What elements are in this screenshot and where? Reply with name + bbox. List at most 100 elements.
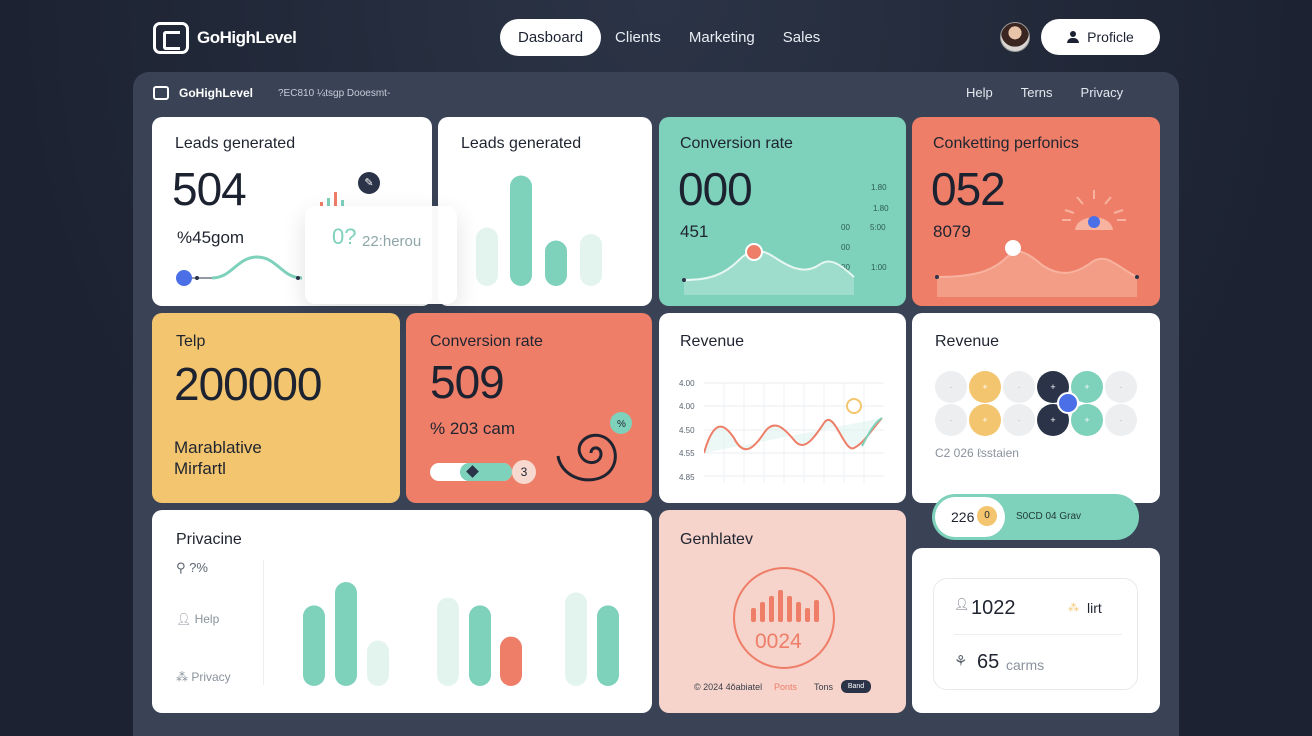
subbar-text: ?EC810 ¼tsgp Dooesmt-: [278, 88, 391, 99]
nav-dashboard[interactable]: Dasboard: [500, 19, 602, 56]
subbar-brand[interactable]: GoHighLevel: [153, 86, 253, 100]
revenue-grid-card[interactable]: Revenue · + · + + · · + · + + · C2 026 ℓ…: [912, 313, 1160, 503]
tick: 5:00: [870, 223, 886, 232]
subnav-terms[interactable]: Terns: [1020, 85, 1053, 100]
stat-value-2: 65: [977, 651, 1000, 673]
gauge-footer-mid2: Tons: [814, 682, 834, 692]
stat-label-1: lirt: [1087, 600, 1102, 616]
nav-sales[interactable]: Sales: [782, 29, 821, 46]
pill-badge: 0: [977, 506, 997, 526]
svg-text:+: +: [1084, 382, 1089, 392]
privacy-bar-chart: [303, 582, 619, 686]
pill-left-value: 226: [951, 509, 975, 525]
privacy-item-help[interactable]: 👤︎ Help: [176, 612, 219, 626]
bar: [510, 175, 532, 286]
gauge-footer-button[interactable]: Band: [841, 680, 871, 693]
divider: [263, 560, 264, 685]
bar: [437, 597, 459, 686]
spark-icon: ⁂: [1068, 602, 1079, 614]
leads-sparkline: [176, 255, 303, 286]
svg-text:·: ·: [1018, 382, 1021, 392]
revenue-card[interactable]: Revenue 4.00 4.00 4.50 4.55 4.85: [659, 313, 906, 503]
subnav-privacy[interactable]: Privacy: [1080, 85, 1124, 100]
stat-value-1: 1022: [971, 597, 1016, 619]
brand-logo[interactable]: GoHighLevel: [153, 22, 297, 54]
slider-track[interactable]: [430, 463, 512, 481]
floating-popup[interactable]: 0? 22:herou: [305, 206, 457, 304]
privacy-item[interactable]: ⚲ ?%: [176, 560, 208, 576]
tick: 4.50: [679, 426, 695, 435]
edit-icon[interactable]: ✎: [358, 172, 380, 194]
leads-bar-chart: [476, 175, 602, 286]
tick: 4.85: [679, 473, 695, 482]
marketing-area-chart: [935, 240, 1139, 297]
revenue-caption: C2 026 ℓsstaien: [935, 446, 1019, 460]
svg-text:·: ·: [950, 382, 953, 392]
gauge-footer-mid: Ponts: [774, 682, 798, 692]
card-title: Genhlatev: [680, 531, 753, 548]
tick: 00: [841, 263, 850, 272]
privacy-item-privacy[interactable]: ⁂ Privacy: [176, 670, 231, 684]
tick: 00: [841, 223, 850, 232]
privacy-item-label: Privacy: [191, 670, 231, 684]
marketing-value: 052: [931, 163, 1006, 215]
svg-text:+: +: [1050, 382, 1055, 392]
svg-text:·: ·: [1120, 382, 1123, 392]
privacy-card[interactable]: Privacine ⚲ ?% 👤︎ Help ⁂ Privacy: [152, 510, 652, 713]
profile-button[interactable]: Proficle: [1041, 19, 1160, 55]
conversion-card[interactable]: Conversion rate 000 451 1.80 1.80 00 00 …: [659, 117, 906, 306]
bar: [597, 605, 619, 686]
privacy-item-label: ?%: [189, 560, 208, 575]
bar: [367, 640, 389, 686]
sun-icon: [1062, 190, 1126, 230]
svg-text:%: %: [617, 419, 626, 430]
marketing-card[interactable]: Conketting perfonics 052 8079: [912, 117, 1160, 306]
help-line-2: Mirfartl: [174, 459, 226, 478]
gauge-footer-left: © 2024 4ŏabiatel: [694, 682, 763, 692]
summary-pill[interactable]: 226 0 S0CD 04 Grav: [932, 494, 1139, 540]
bar: [476, 227, 498, 286]
tick: 4.55: [679, 449, 695, 458]
popup-text: 22:herou: [362, 233, 422, 250]
conversion-area-chart: [682, 243, 855, 295]
user-icon: 👤︎: [176, 612, 192, 626]
bar: [303, 605, 325, 686]
leads-value: 504: [172, 163, 247, 215]
card-title: Conketting perfonics: [933, 135, 1079, 152]
stats-card[interactable]: 👤︎ 1022 ⁂ lirt ⚘ 65 carms: [912, 548, 1160, 713]
badge-icon: ⚘: [954, 653, 968, 670]
subnav-help[interactable]: Help: [966, 85, 993, 100]
tick: 1.80: [873, 204, 889, 213]
avatar[interactable]: [1000, 22, 1030, 52]
conversion-value-2: 509: [430, 356, 505, 408]
gauge-card[interactable]: Genhlatev 0024 © 2024 4ŏabiatel Ponts T…: [659, 510, 906, 713]
svg-text:+: +: [982, 415, 987, 425]
bar: [469, 605, 491, 686]
help-value: 200000: [174, 358, 322, 410]
conversion-card-2[interactable]: Conversion rate 509 % 203 cam 3 %: [406, 313, 652, 503]
card-title: Conversion rate: [430, 333, 543, 350]
bar: [580, 234, 602, 286]
leads-card-2[interactable]: Leads generated: [438, 117, 652, 306]
stat-label-2: carms: [1006, 657, 1045, 673]
gauge-ring: [733, 567, 835, 669]
svg-text:·: ·: [1018, 415, 1021, 425]
help-card[interactable]: Telp 200000 Marablative Mirfartl: [152, 313, 400, 503]
slider-badge[interactable]: 3: [512, 460, 536, 484]
bar: [545, 240, 567, 286]
pill-left: 226 0: [935, 497, 1005, 537]
bar: [500, 636, 522, 686]
svg-text:·: ·: [1120, 415, 1123, 425]
svg-text:·: ·: [950, 415, 953, 425]
nav-marketing[interactable]: Marketing: [688, 29, 755, 46]
tick: 1:00: [871, 263, 887, 272]
svg-text:+: +: [1050, 415, 1055, 425]
popup-number: 0?: [332, 224, 357, 249]
profile-label: Proficle: [1087, 29, 1134, 45]
logo-icon: [153, 22, 189, 54]
nav-clients[interactable]: Clients: [615, 29, 661, 46]
gauge-value: 0024: [755, 630, 802, 653]
bar: [565, 592, 587, 686]
brand-name: GoHighLevel: [197, 28, 297, 47]
marketing-sub: 8079: [933, 222, 971, 241]
